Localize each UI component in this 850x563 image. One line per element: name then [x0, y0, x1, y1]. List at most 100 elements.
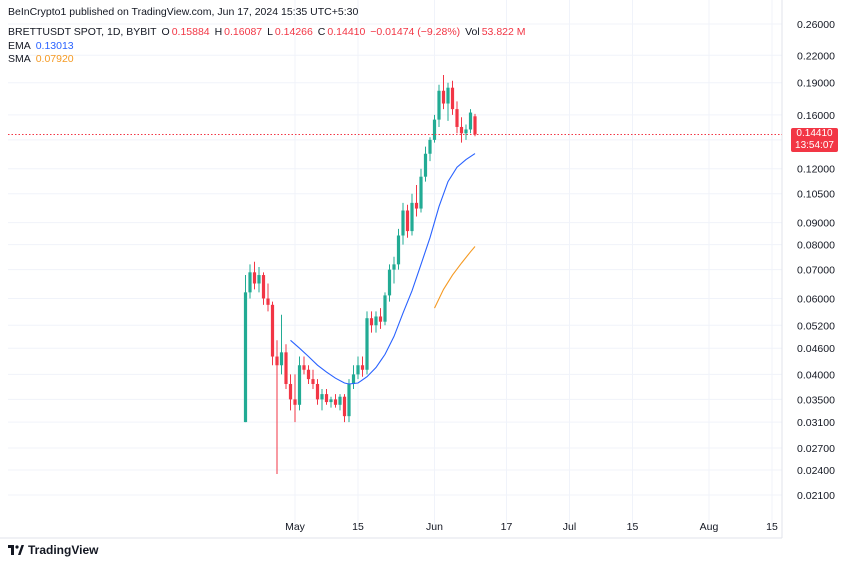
- candle[interactable]: [360, 356, 365, 377]
- candle[interactable]: [356, 356, 360, 380]
- candle[interactable]: [284, 344, 288, 389]
- candle-body: [459, 126, 464, 134]
- candle[interactable]: [410, 193, 414, 236]
- x-tick-label: 17: [501, 521, 513, 533]
- candle[interactable]: [387, 264, 392, 302]
- y-tick-label: 0.07000: [797, 265, 835, 277]
- candle[interactable]: [257, 266, 261, 293]
- volume-value: 53.822 M: [481, 26, 526, 38]
- candle-body: [261, 275, 266, 299]
- y-tick-label: 0.04000: [797, 369, 835, 381]
- candle[interactable]: [369, 311, 374, 333]
- candle-body: [432, 119, 437, 140]
- y-tick-label: 0.02100: [797, 490, 835, 502]
- candle[interactable]: [306, 365, 311, 384]
- candle[interactable]: [261, 272, 266, 305]
- volume-label: Vol: [465, 26, 480, 38]
- candle[interactable]: [392, 256, 396, 284]
- candle[interactable]: [468, 109, 473, 134]
- candle[interactable]: [378, 308, 383, 329]
- bar-countdown: 13:54:07: [795, 140, 834, 152]
- y-tick-label: 0.16000: [797, 110, 835, 122]
- candle[interactable]: [252, 261, 257, 290]
- candle[interactable]: [324, 388, 329, 405]
- candle[interactable]: [329, 396, 333, 408]
- candle-body: [252, 272, 257, 284]
- candle[interactable]: [383, 292, 387, 326]
- candle[interactable]: [297, 356, 302, 411]
- candles: [243, 74, 477, 474]
- candle[interactable]: [401, 202, 405, 245]
- candle[interactable]: [351, 365, 356, 389]
- high-value: 0.16087: [224, 26, 263, 38]
- candle[interactable]: [270, 301, 275, 366]
- sma-legend[interactable]: SMA 0.07920: [8, 53, 76, 65]
- x-tick-label: May: [285, 521, 306, 533]
- candle[interactable]: [464, 124, 468, 140]
- candle-body: [365, 318, 369, 370]
- candle-body: [419, 176, 423, 209]
- candle[interactable]: [320, 388, 324, 411]
- candle-body: [428, 139, 432, 154]
- candle[interactable]: [275, 340, 279, 474]
- change-value: −0.01474 (−9.28%): [370, 26, 461, 38]
- y-tick-label: 0.03500: [797, 394, 835, 406]
- high-label: H: [214, 26, 223, 38]
- candle[interactable]: [441, 74, 446, 110]
- candle[interactable]: [473, 113, 477, 137]
- candle[interactable]: [396, 228, 401, 270]
- close-value: 0.14410: [327, 26, 366, 38]
- candle[interactable]: [243, 275, 248, 423]
- candle-body: [455, 109, 459, 127]
- candle[interactable]: [302, 356, 306, 375]
- publisher-line: BeInCrypto1 published on TradingView.com…: [8, 6, 360, 18]
- symbol-label[interactable]: BRETTUSDT SPOT, 1D, BYBIT: [8, 26, 157, 38]
- y-tick-label: 0.08000: [797, 240, 835, 252]
- current-price-tag: 0.14410 13:54:07: [791, 128, 838, 153]
- candle[interactable]: [266, 283, 270, 312]
- candle[interactable]: [248, 264, 252, 299]
- candle[interactable]: [279, 314, 284, 375]
- candle-body: [446, 87, 450, 104]
- candle[interactable]: [405, 204, 410, 238]
- tradingview-logo-icon: [8, 545, 24, 555]
- tradingview-logo[interactable]: TradingView: [8, 543, 98, 557]
- ema-value: 0.13013: [35, 40, 74, 52]
- candle[interactable]: [374, 311, 378, 333]
- candle[interactable]: [293, 374, 297, 423]
- candle-body: [410, 202, 414, 232]
- candle[interactable]: [347, 379, 351, 423]
- candle[interactable]: [338, 394, 342, 411]
- candle[interactable]: [419, 168, 423, 213]
- candle-body: [347, 383, 351, 417]
- candle[interactable]: [455, 101, 459, 134]
- candle[interactable]: [311, 369, 315, 389]
- candle[interactable]: [446, 82, 450, 121]
- candle[interactable]: [459, 117, 464, 143]
- candle[interactable]: [333, 394, 338, 408]
- candle[interactable]: [414, 185, 419, 217]
- candle[interactable]: [428, 137, 432, 162]
- candle-body: [333, 399, 338, 405]
- close-label: C: [317, 26, 326, 38]
- y-tick-label: 0.06000: [797, 293, 835, 305]
- candle[interactable]: [437, 84, 441, 127]
- candle[interactable]: [315, 379, 320, 405]
- y-tick-label: 0.19000: [797, 78, 835, 90]
- tradingview-logo-text: TradingView: [28, 543, 99, 557]
- candle-body: [356, 365, 360, 375]
- candle[interactable]: [423, 146, 428, 182]
- candle[interactable]: [342, 394, 347, 423]
- candle[interactable]: [450, 80, 455, 115]
- candle[interactable]: [288, 374, 293, 411]
- ema-legend[interactable]: EMA 0.13013: [8, 40, 76, 52]
- candle[interactable]: [432, 114, 437, 143]
- open-value: 0.15884: [171, 26, 210, 38]
- low-value: 0.14266: [274, 26, 313, 38]
- candle[interactable]: [365, 311, 369, 375]
- candle-body: [468, 112, 473, 130]
- y-tick-label: 0.12000: [797, 164, 835, 176]
- candle-body: [270, 304, 275, 357]
- y-tick-label: 0.04600: [797, 343, 835, 355]
